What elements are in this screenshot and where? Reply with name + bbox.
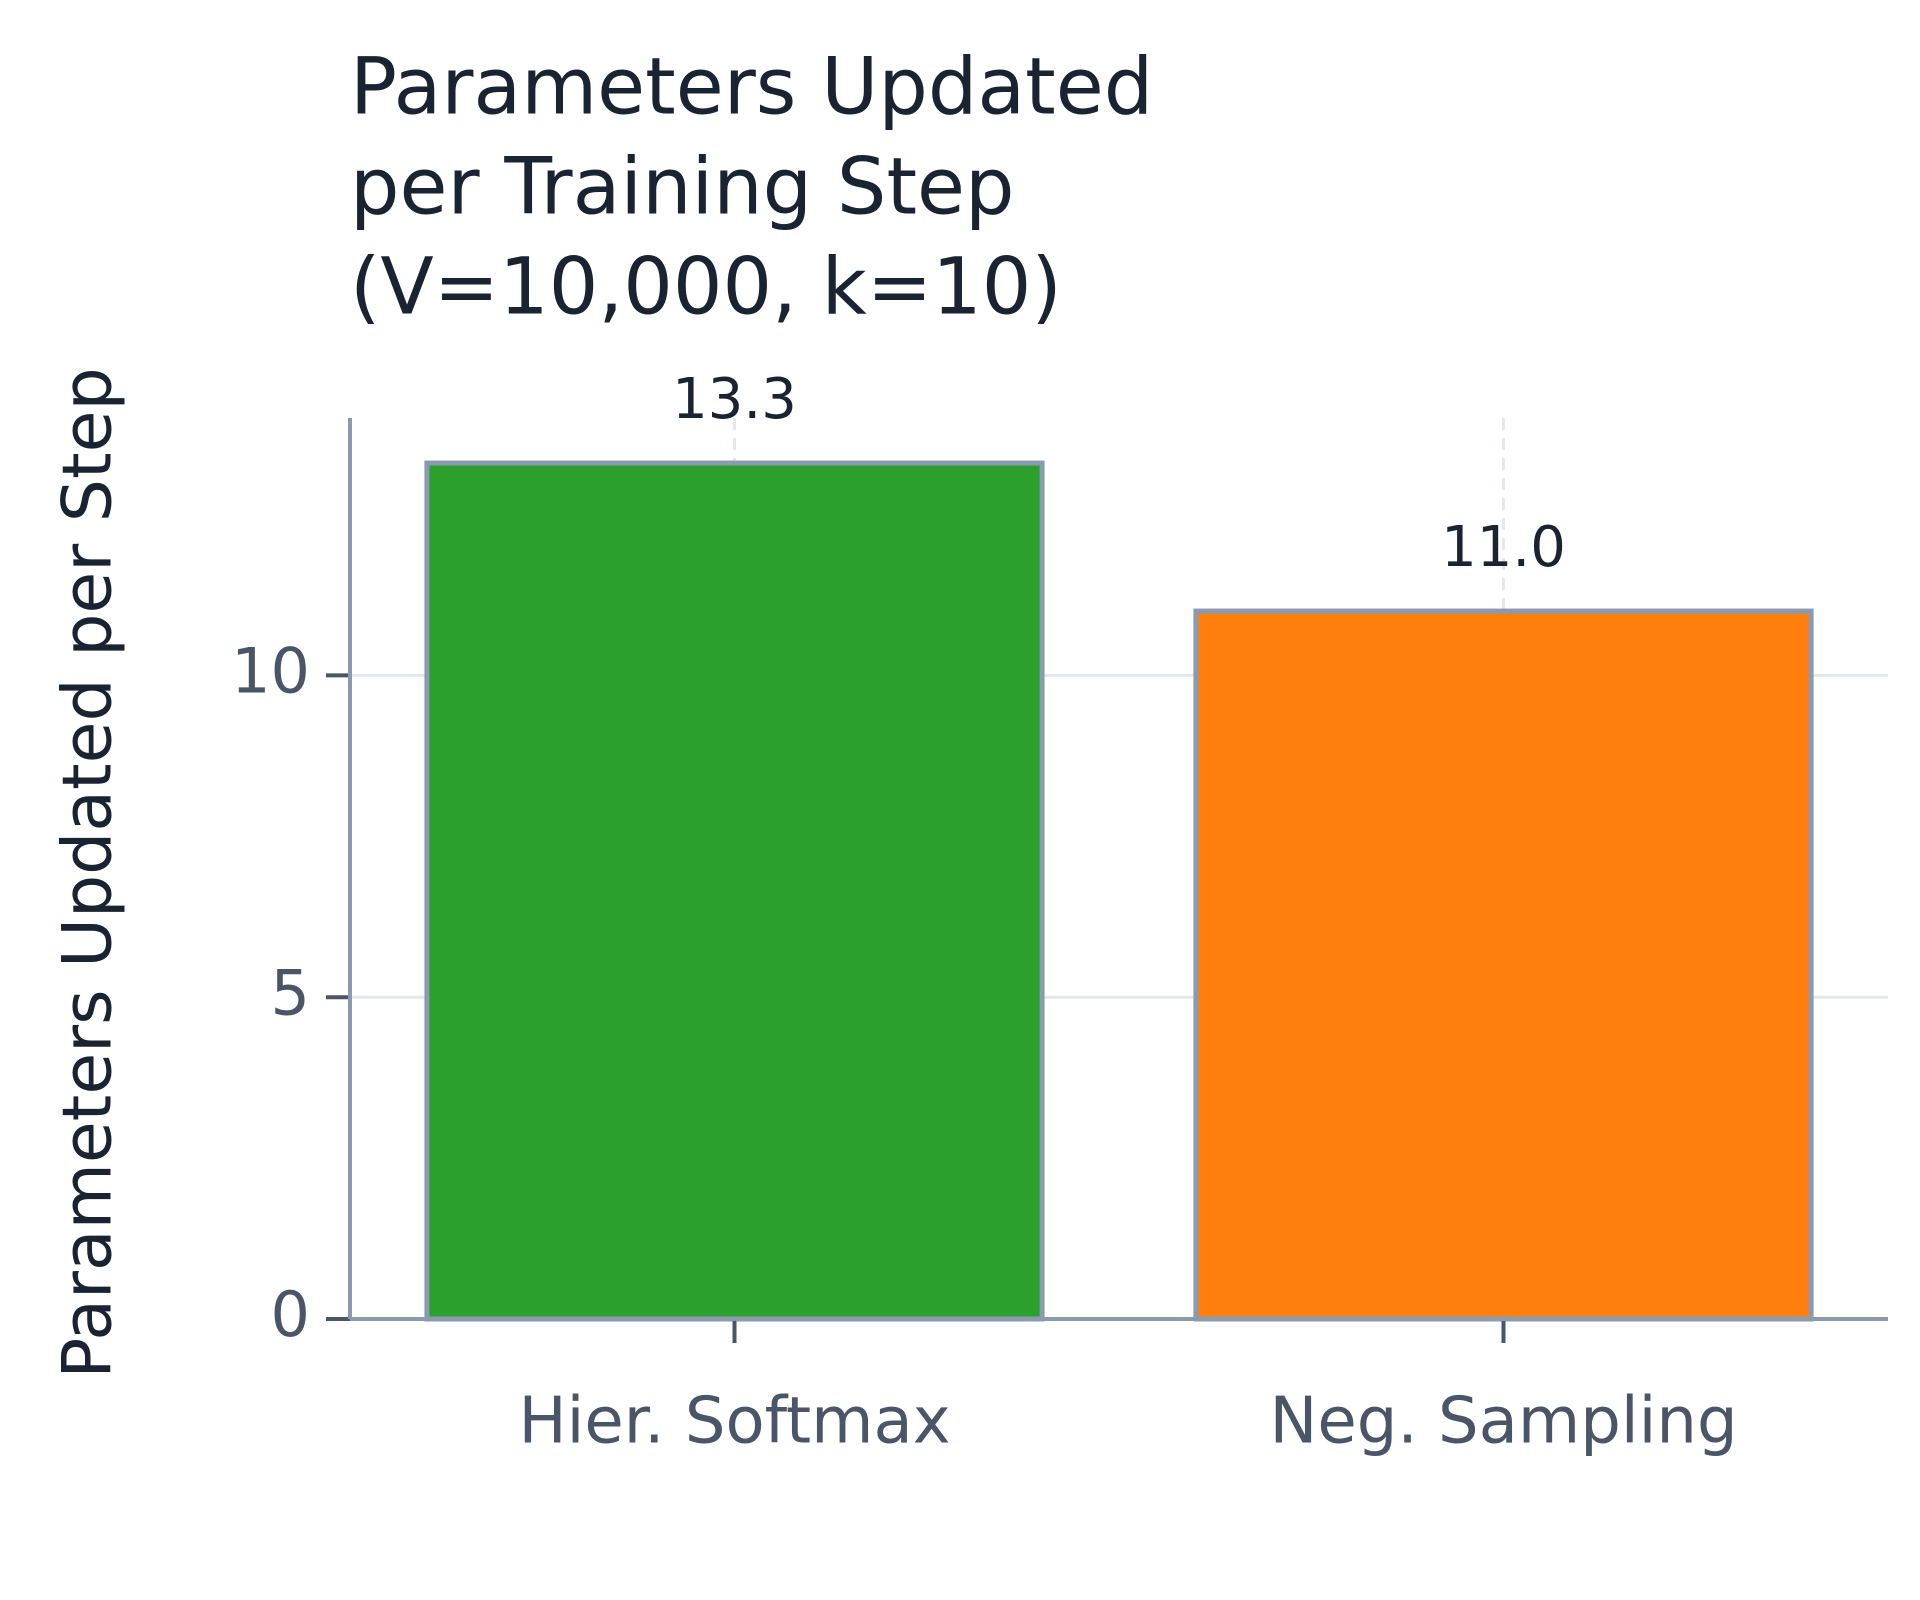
bar (424, 460, 1045, 1322)
chart-title: Parameters Updated per Training Step (V=… (350, 42, 1153, 332)
x-tick-label: Neg. Sampling (1269, 1385, 1737, 1459)
y-axis-label: Parameters Updated per Step (49, 367, 128, 1378)
y-tick-label: 0 (271, 1278, 310, 1351)
title-line: (V=10,000, k=10) (350, 242, 1062, 332)
title-line: Parameters Updated (350, 42, 1153, 132)
y-tick-label: 5 (271, 956, 310, 1029)
x-tick-label: Hier. Softmax (518, 1385, 950, 1459)
bar (1193, 608, 1814, 1322)
value-label: 13.3 (672, 367, 797, 432)
y-tick-label: 10 (231, 635, 310, 708)
value-label: 11.0 (1441, 515, 1566, 580)
title-line: per Training Step (350, 142, 1015, 232)
